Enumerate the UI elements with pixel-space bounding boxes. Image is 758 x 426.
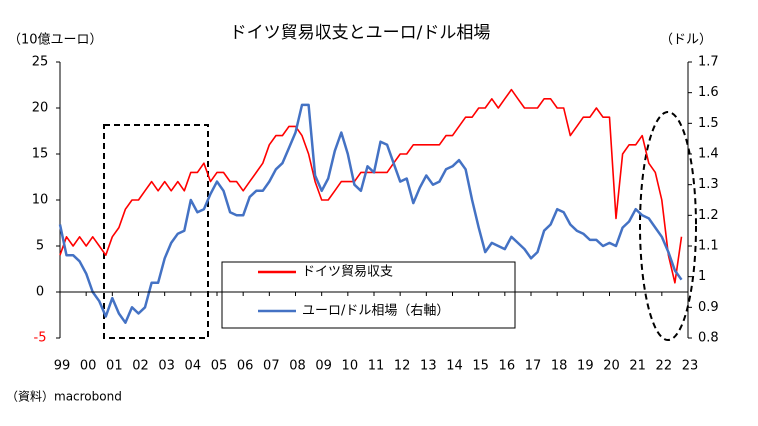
x-tick-label: 03: [158, 359, 175, 374]
y2-tick-label: 1.7: [698, 55, 719, 70]
x-tick-label: 00: [80, 359, 97, 374]
x-tick-label: 16: [499, 359, 516, 374]
highlight-box: [103, 124, 209, 339]
x-tick-label: 99: [54, 359, 71, 374]
y2-tick-label: 1.5: [698, 116, 719, 131]
y-axis-label: （10億ユーロ）: [8, 32, 103, 48]
legend-label: ユーロ/ドル相場（右軸）: [302, 304, 449, 319]
chart-title: ドイツ貿易収支とユーロ/ドル相場: [230, 23, 491, 43]
y2-tick-label: 1.4: [698, 147, 719, 162]
y2-tick-label: 1.2: [698, 208, 719, 223]
x-tick-label: 20: [603, 359, 620, 374]
y-tick-label: 5: [36, 239, 44, 254]
y-tick-label: 10: [32, 193, 49, 208]
plot: [58, 88, 683, 324]
x-tick-label: 06: [237, 359, 254, 374]
x-tick-label: 01: [106, 359, 123, 374]
x-tick-label: 10: [342, 359, 359, 374]
x-tick-label: 13: [420, 359, 437, 374]
x-tick-label: 07: [263, 359, 280, 374]
series-line: [59, 88, 683, 284]
x-tick-label: 04: [185, 359, 202, 374]
x-tick-label: 02: [132, 359, 149, 374]
x-tick-label: 22: [656, 359, 673, 374]
y2-axis-label: （ドル）: [660, 33, 712, 48]
x-tick-label: 21: [629, 359, 646, 374]
x-tick-label: 09: [315, 359, 332, 374]
x-tick-label: 23: [682, 359, 699, 374]
y2-tick-label: 0.8: [698, 331, 719, 346]
highlight-ellipse: [639, 111, 697, 341]
y-tick-label: 20: [32, 101, 49, 116]
x-tick-label: 15: [472, 359, 489, 374]
y2-tick-label: 0.9: [698, 300, 719, 315]
x-tick-label: 14: [446, 359, 463, 374]
x-tick-label: 19: [577, 359, 594, 374]
y2-tick-label: 1.3: [698, 177, 719, 192]
y2-tick-label: 1.1: [698, 239, 719, 254]
source-note: （資料）macrobond: [6, 390, 122, 404]
y-tick-label: 0: [36, 285, 44, 300]
x-tick-label: 11: [368, 359, 385, 374]
y-tick-label: 25: [32, 55, 49, 70]
x-tick-label: 05: [211, 359, 228, 374]
series-line: [58, 103, 683, 324]
y2-tick-label: 1: [698, 269, 706, 284]
y-tick-label: -5: [34, 331, 47, 346]
x-tick-label: 12: [394, 359, 411, 374]
x-tick-label: 08: [289, 359, 306, 374]
x-tick-label: 17: [525, 359, 542, 374]
y2-tick-label: 1.6: [698, 85, 719, 100]
legend-label: ドイツ貿易収支: [302, 265, 393, 280]
y-tick-label: 15: [32, 147, 49, 162]
x-tick-label: 18: [551, 359, 568, 374]
